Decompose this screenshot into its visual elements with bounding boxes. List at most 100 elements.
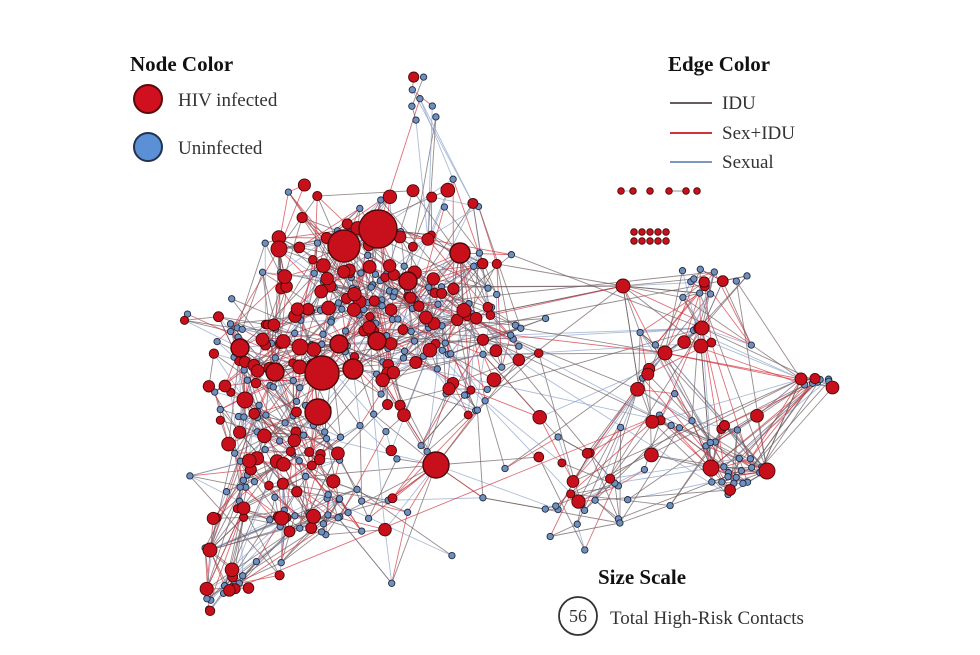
sex-idu-edge-label: Sex+IDU — [722, 123, 795, 144]
infected-node — [199, 581, 214, 596]
uninfected-node — [671, 390, 679, 398]
infected-node — [489, 344, 503, 358]
uninfected-node — [400, 262, 408, 270]
infected-node — [605, 473, 616, 484]
hiv-infected-label: HIV infected — [178, 90, 278, 111]
uninfected-node — [335, 495, 344, 503]
network-edge — [487, 327, 703, 390]
uninfected-node — [226, 327, 235, 336]
uninfected-node — [438, 346, 446, 354]
infected-node — [276, 457, 291, 472]
uninfected-node — [239, 572, 247, 580]
network-edge — [426, 414, 469, 452]
infected-node — [615, 278, 631, 294]
infected-node — [426, 272, 440, 286]
uninfected-node — [507, 251, 516, 259]
network-edge — [239, 432, 310, 514]
network-edge — [373, 414, 386, 530]
network-edge — [272, 386, 339, 454]
network-edge — [538, 353, 575, 479]
infected-node — [304, 355, 340, 391]
uninfected-node — [419, 73, 428, 81]
network-edge — [412, 116, 437, 247]
network-edge — [723, 458, 751, 468]
uninfected-node — [291, 512, 299, 520]
uninfected-node — [580, 506, 589, 515]
infected-node — [532, 410, 547, 425]
uninfected-node — [517, 324, 525, 332]
network-edge — [735, 281, 768, 472]
uninfected-node — [739, 479, 747, 488]
network-edge — [693, 271, 715, 331]
network-edge — [209, 519, 271, 612]
network-edge — [339, 431, 387, 518]
infected-node — [477, 257, 489, 270]
uninfected-label: Uninfected — [178, 138, 263, 159]
infected-node — [449, 242, 471, 264]
network-edge — [218, 316, 266, 325]
network-edge — [388, 497, 483, 501]
network-edge — [609, 385, 640, 479]
infected-node — [662, 237, 670, 245]
infected-node — [304, 398, 332, 426]
infected-node — [204, 605, 216, 617]
infected-node — [208, 348, 220, 359]
infected-node — [750, 408, 764, 423]
uninfected-node — [515, 342, 523, 350]
infected-node — [306, 342, 322, 357]
network-edge — [325, 489, 358, 535]
network-edge — [698, 271, 715, 329]
infected-node — [368, 295, 380, 307]
uninfected-node — [678, 267, 687, 275]
infected-node — [654, 237, 662, 245]
infected-node — [296, 212, 308, 224]
network-edge — [445, 339, 484, 344]
infected-node — [250, 377, 262, 389]
network-edge — [539, 368, 650, 418]
network-edge — [751, 381, 830, 468]
network-edge — [490, 285, 624, 316]
uninfected-node — [408, 86, 416, 94]
infected-node — [719, 420, 730, 431]
uninfected-node — [391, 288, 399, 296]
infected-node — [314, 284, 329, 299]
infected-node — [398, 271, 418, 291]
infected-node — [469, 311, 483, 325]
infected-node — [467, 197, 479, 209]
network-edge — [428, 285, 624, 288]
uninfected-node — [216, 405, 224, 414]
infected-node — [291, 338, 309, 356]
uninfected-node — [407, 327, 415, 336]
network-edge — [627, 445, 707, 501]
network-edge — [435, 456, 539, 466]
uninfected-node — [708, 478, 716, 486]
network-edge — [427, 105, 433, 240]
infected-node — [283, 525, 296, 538]
infected-node — [677, 335, 691, 349]
uninfected-node — [284, 188, 293, 196]
infected-node — [327, 229, 361, 263]
network-edge — [410, 331, 424, 357]
infected-node — [698, 276, 710, 288]
infected-node — [419, 310, 433, 325]
network-edge — [618, 469, 645, 487]
uninfected-node — [688, 417, 696, 425]
infected-node — [362, 260, 377, 274]
network-edge — [659, 393, 676, 416]
uninfected-node — [417, 441, 425, 450]
uninfected-node — [243, 376, 252, 384]
network-edge — [216, 341, 235, 358]
network-edge — [428, 263, 484, 329]
uninfected-node — [479, 494, 487, 502]
network-edge — [700, 346, 712, 469]
uninfected-node — [573, 520, 581, 528]
network-edge — [386, 303, 439, 337]
network-edge — [326, 438, 437, 466]
network-edge — [309, 425, 361, 453]
infected-node — [378, 522, 392, 537]
sexual-edge-label: Sexual — [722, 152, 774, 173]
uninfected-node — [581, 546, 589, 554]
network-edge — [482, 327, 703, 341]
network-edge — [279, 230, 338, 240]
network-edge — [359, 425, 363, 502]
